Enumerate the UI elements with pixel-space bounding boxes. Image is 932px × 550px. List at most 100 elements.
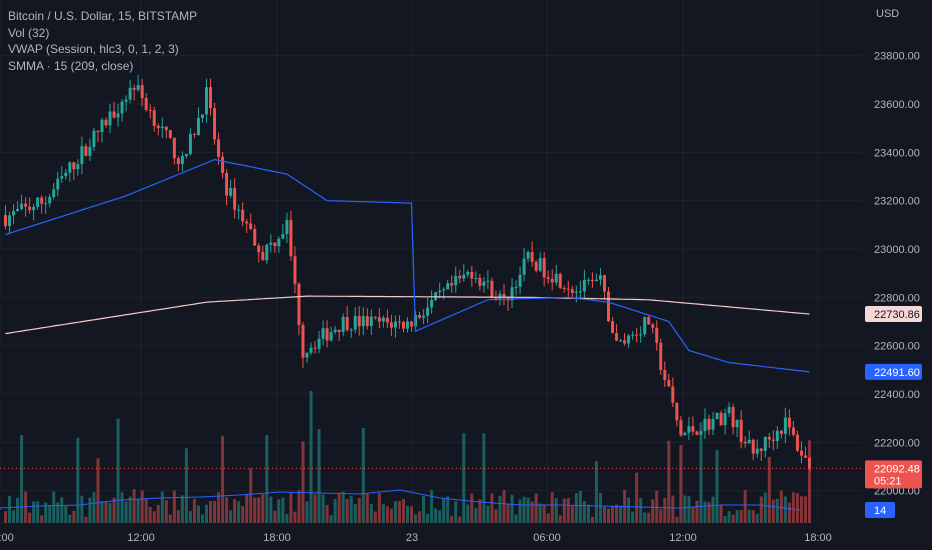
candle-body[interactable] [337, 329, 341, 332]
candle-body[interactable] [426, 307, 430, 316]
candle-body[interactable] [562, 288, 566, 290]
candle-body[interactable] [530, 252, 534, 262]
candle-body[interactable] [510, 287, 514, 301]
candle-body[interactable] [498, 293, 502, 299]
candle-body[interactable] [442, 289, 446, 291]
candle-body[interactable] [771, 439, 775, 441]
candle-body[interactable] [723, 413, 727, 426]
candle-body[interactable] [241, 209, 245, 222]
candle-body[interactable] [663, 370, 667, 380]
candle-body[interactable] [759, 448, 763, 451]
candle-body[interactable] [176, 158, 180, 164]
candle-body[interactable] [715, 412, 719, 420]
candle-body[interactable] [369, 316, 373, 327]
candle-body[interactable] [615, 333, 619, 341]
candle-body[interactable] [68, 162, 72, 173]
candle-body[interactable] [156, 125, 160, 129]
candle-body[interactable] [687, 426, 691, 433]
candle-body[interactable] [502, 293, 506, 297]
candle-body[interactable] [349, 329, 353, 331]
candle-body[interactable] [64, 172, 68, 177]
candle-body[interactable] [200, 114, 204, 119]
candle-body[interactable] [389, 322, 393, 328]
candle-body[interactable] [430, 299, 434, 308]
candle-body[interactable] [180, 156, 184, 164]
candle-body[interactable] [28, 206, 32, 211]
candle-body[interactable] [703, 418, 707, 432]
candle-body[interactable] [301, 324, 305, 358]
candle-body[interactable] [470, 272, 474, 279]
candle-body[interactable] [148, 109, 152, 111]
candle-body[interactable] [285, 219, 289, 235]
candle-body[interactable] [196, 118, 200, 135]
candle-body[interactable] [265, 244, 269, 261]
candle-body[interactable] [707, 418, 711, 430]
legend-smma[interactable]: SMMA · 15 (209, close) [8, 58, 134, 73]
candle-body[interactable] [124, 99, 128, 102]
candle-body[interactable] [554, 273, 558, 283]
candle-body[interactable] [490, 280, 494, 298]
candle-body[interactable] [739, 419, 743, 442]
candle-body[interactable] [341, 316, 345, 332]
candle-body[interactable] [172, 137, 176, 159]
candle-body[interactable] [406, 321, 409, 329]
candle-body[interactable] [747, 439, 751, 444]
candle-body[interactable] [522, 258, 526, 275]
candle-body[interactable] [56, 178, 60, 190]
candle-body[interactable] [72, 162, 76, 170]
candle-body[interactable] [607, 291, 610, 322]
candle-body[interactable] [518, 274, 522, 287]
candle-body[interactable] [683, 432, 687, 436]
legend-volume[interactable]: Vol (32) [8, 25, 50, 40]
candle-body[interactable] [373, 316, 377, 318]
candle-body[interactable] [735, 419, 739, 428]
candle-body[interactable] [329, 332, 333, 341]
candle-body[interactable] [80, 146, 84, 165]
candle-body[interactable] [590, 279, 594, 282]
candle-body[interactable] [647, 317, 651, 325]
candle-body[interactable] [36, 197, 40, 207]
candle-body[interactable] [623, 340, 627, 344]
candle-body[interactable] [627, 335, 631, 344]
candle-body[interactable] [108, 111, 112, 126]
candlesticks[interactable] [4, 75, 811, 471]
candle-body[interactable] [88, 146, 92, 156]
candle-body[interactable] [12, 211, 16, 216]
candle-body[interactable] [140, 85, 144, 99]
candle-body[interactable] [635, 334, 639, 336]
candle-body[interactable] [546, 277, 550, 280]
candle-body[interactable] [767, 436, 771, 440]
candle-body[interactable] [209, 87, 213, 109]
candle-body[interactable] [245, 221, 249, 224]
candle-body[interactable] [353, 315, 357, 330]
candle-body[interactable] [381, 317, 385, 322]
candle-body[interactable] [4, 215, 7, 227]
candle-body[interactable] [434, 292, 438, 300]
candle-body[interactable] [538, 258, 542, 271]
legend-symbol[interactable]: Bitcoin / U.S. Dollar, 15, BITSTAMP [8, 9, 198, 23]
candle-body[interactable] [104, 119, 108, 126]
candle-body[interactable] [478, 277, 482, 286]
candle-body[interactable] [446, 283, 450, 290]
candle-body[interactable] [506, 296, 510, 301]
candle-body[interactable] [92, 130, 96, 147]
candle-body[interactable] [454, 275, 458, 286]
candle-body[interactable] [418, 315, 422, 318]
candle-body[interactable] [731, 407, 735, 428]
candle-body[interactable] [474, 277, 478, 279]
candle-body[interactable] [578, 291, 582, 293]
candle-body[interactable] [221, 156, 225, 174]
candle-body[interactable] [779, 430, 783, 434]
candle-body[interactable] [120, 101, 124, 114]
candle-body[interactable] [168, 130, 172, 138]
candle-body[interactable] [671, 386, 675, 403]
candle-body[interactable] [611, 321, 615, 334]
candle-body[interactable] [397, 321, 401, 323]
candle-body[interactable] [787, 417, 791, 428]
candle-body[interactable] [679, 420, 683, 436]
candle-body[interactable] [755, 448, 759, 454]
candle-body[interactable] [639, 334, 643, 336]
candle-body[interactable] [643, 317, 647, 335]
candle-body[interactable] [112, 111, 116, 118]
candle-body[interactable] [237, 209, 241, 211]
